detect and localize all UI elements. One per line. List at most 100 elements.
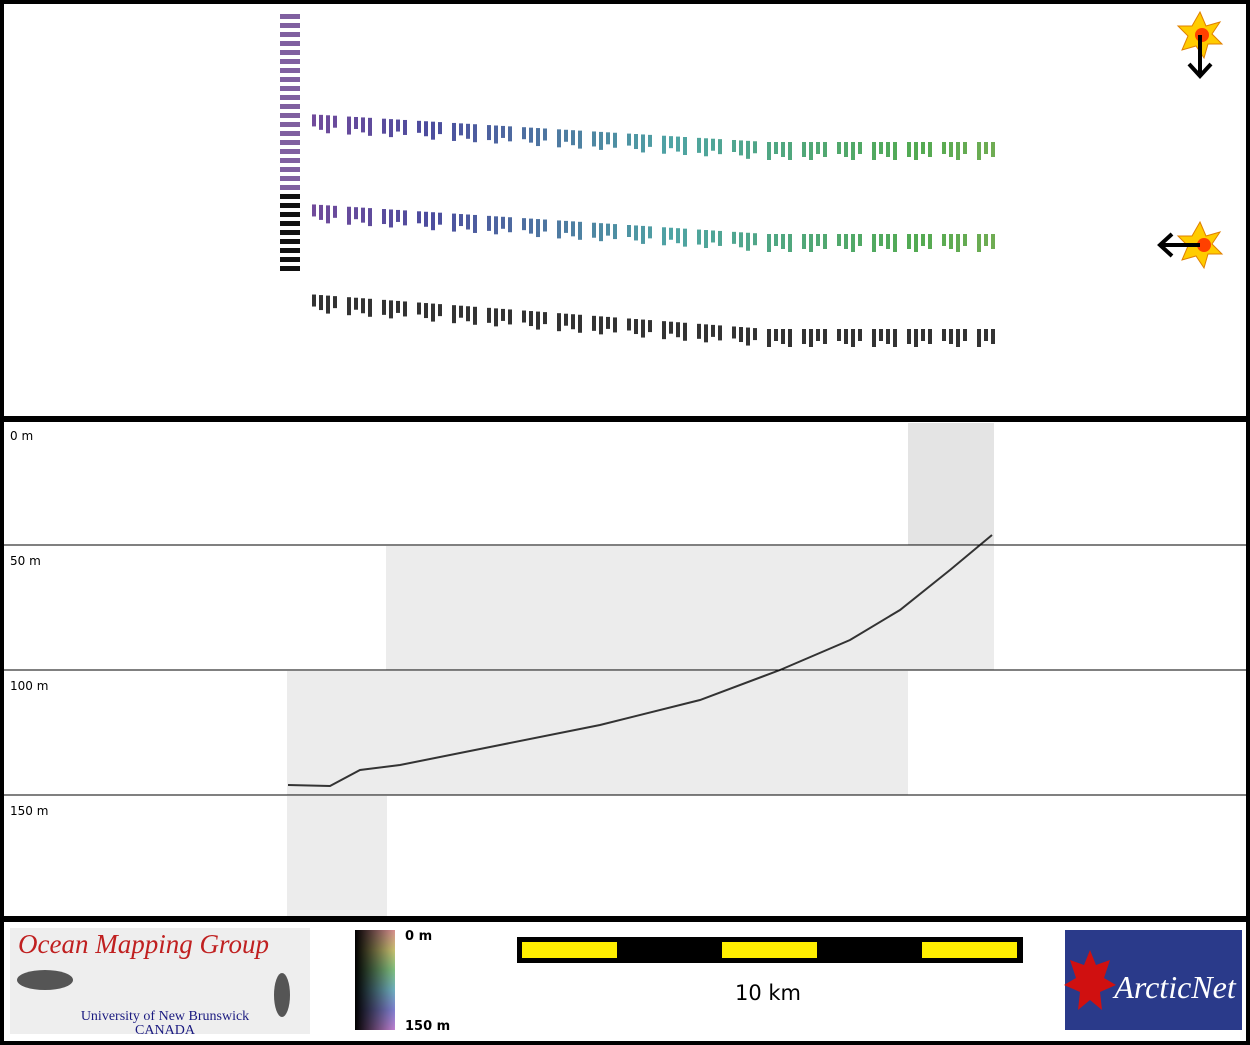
swath-segment <box>697 137 701 153</box>
swath-segment <box>704 138 708 157</box>
swath-segment <box>508 309 512 325</box>
swath-segment <box>697 323 701 339</box>
swath-segment <box>613 132 617 148</box>
scale-segment <box>722 942 817 958</box>
swath-segment <box>963 234 967 246</box>
swath-segment <box>280 158 300 163</box>
swath-segment <box>280 194 300 199</box>
swath-segment <box>280 203 300 208</box>
swath-segment <box>746 327 750 346</box>
swath-segment <box>536 311 540 330</box>
swath-segment <box>949 329 953 344</box>
logo-title: Ocean Mapping Group <box>18 929 269 959</box>
swath-segment <box>280 113 300 118</box>
swath-segment <box>319 204 323 220</box>
swath-segment <box>844 234 848 249</box>
swath-segment <box>424 303 428 319</box>
swath-segment <box>963 329 967 341</box>
swath-segment <box>641 319 645 338</box>
swath-segment <box>837 329 841 341</box>
swath-segment <box>280 104 300 109</box>
swath-segment <box>501 216 505 229</box>
swath-segment <box>319 114 323 130</box>
swath-segment <box>280 14 300 19</box>
swath-segment <box>280 185 300 190</box>
swath-segment <box>543 128 547 141</box>
swath-segment <box>956 329 960 347</box>
swath-segment <box>592 131 596 147</box>
echogram-block <box>386 546 994 670</box>
swath-segment <box>494 308 498 327</box>
swath-segment <box>613 317 617 333</box>
swath-segment <box>816 329 820 341</box>
swath-segment <box>466 214 470 230</box>
swath-segment <box>823 329 827 344</box>
swath-segment <box>641 225 645 244</box>
swath-segment <box>522 127 526 140</box>
swath-segment <box>704 230 708 249</box>
swath-segment <box>396 209 400 222</box>
swath-segment <box>571 221 575 237</box>
swath-segment <box>851 142 855 160</box>
depth-label: 0 m <box>10 429 33 443</box>
swath-segment <box>431 303 435 322</box>
swath-segment <box>718 139 722 155</box>
swath-segment <box>280 32 300 37</box>
swath-segment <box>599 131 603 150</box>
swath-segment <box>858 142 862 154</box>
swath-segment <box>424 211 428 227</box>
swath-segment <box>280 212 300 217</box>
swath-segment <box>984 142 988 154</box>
swath-segment <box>606 223 610 236</box>
swath-segment <box>963 142 967 154</box>
swath-segment <box>424 121 428 137</box>
swath-segment <box>368 208 372 227</box>
swath-segment <box>280 149 300 154</box>
swath-segment <box>627 133 631 146</box>
swath-segment <box>606 316 610 329</box>
swath-group <box>280 14 995 347</box>
swath-segment <box>522 218 526 231</box>
swath-segment <box>662 321 666 340</box>
swath-segment <box>774 142 778 154</box>
swath-segment <box>914 142 918 160</box>
swath-segment <box>879 234 883 246</box>
swath-segment <box>886 234 890 249</box>
swath-segment <box>389 300 393 319</box>
swath-segment <box>578 221 582 240</box>
swath-segment <box>921 142 925 154</box>
swath-segment <box>403 301 407 317</box>
swath-segment <box>774 234 778 246</box>
swath-segment <box>634 225 638 241</box>
swath-segment <box>431 212 435 231</box>
swath-segment <box>683 322 687 341</box>
swath-segment <box>382 209 386 225</box>
swath-segment <box>991 329 995 344</box>
swath-segment <box>536 219 540 238</box>
swath-segment <box>417 302 421 315</box>
swath-segment <box>473 214 477 233</box>
swath-segment <box>851 329 855 347</box>
sun-icon <box>1176 10 1224 79</box>
scale-label: 10 km <box>735 981 801 1005</box>
swath-segment <box>627 225 631 237</box>
swath-segment <box>361 117 365 133</box>
swath-segment <box>809 142 813 160</box>
swath-segment <box>389 209 393 228</box>
swath-segment <box>928 142 932 157</box>
swath-segment <box>354 116 358 129</box>
swath-segment <box>739 232 743 248</box>
swath-segment <box>578 314 582 333</box>
swath-segment <box>522 310 526 323</box>
swath-segment <box>683 137 687 156</box>
swath-segment <box>746 140 750 159</box>
swath-segment <box>781 142 785 157</box>
swath-segment <box>599 223 603 242</box>
swath-segment <box>368 117 372 136</box>
swath-segment <box>802 234 806 249</box>
swath-segment <box>564 313 568 326</box>
swath-segment <box>438 212 442 225</box>
swath-segment <box>529 218 533 234</box>
swath-segment <box>991 142 995 157</box>
depth-label: 100 m <box>10 679 48 693</box>
